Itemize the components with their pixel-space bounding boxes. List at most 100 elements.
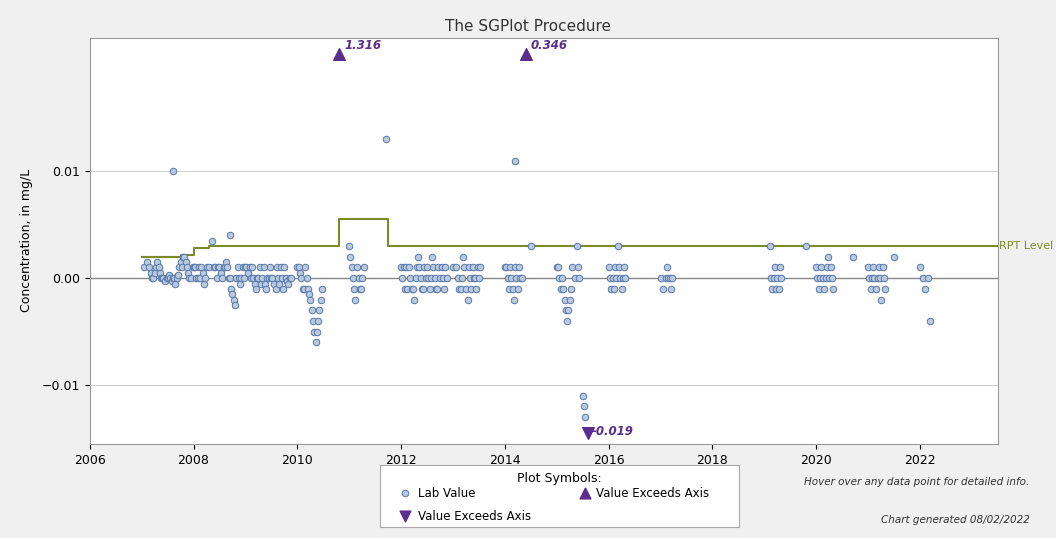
- Point: [425, 263, 441, 272]
- Point: [170, 271, 187, 279]
- Point: [574, 392, 591, 400]
- Point: [264, 274, 281, 282]
- Point: [270, 279, 287, 288]
- Point: [353, 285, 370, 293]
- Point: [419, 274, 436, 282]
- Point: [663, 274, 680, 282]
- Point: [310, 306, 327, 315]
- Point: [289, 263, 306, 272]
- Point: [309, 317, 326, 325]
- Point: [559, 317, 576, 325]
- Point: [226, 295, 243, 304]
- Point: [432, 274, 449, 282]
- Point: [863, 285, 880, 293]
- Point: [459, 295, 476, 304]
- Point: [259, 274, 276, 282]
- Point: [272, 263, 289, 272]
- Point: [155, 274, 172, 282]
- Point: [416, 263, 433, 272]
- Point: [604, 274, 621, 282]
- Point: [810, 285, 827, 293]
- Point: [580, 429, 597, 437]
- Point: [173, 263, 190, 272]
- Point: [397, 512, 414, 520]
- Point: [183, 274, 200, 282]
- Point: [279, 277, 296, 286]
- Point: [354, 274, 371, 282]
- Point: [762, 274, 779, 282]
- Point: [460, 263, 477, 272]
- Point: [162, 274, 178, 282]
- Point: [377, 135, 394, 144]
- Point: [511, 263, 528, 272]
- Point: [302, 295, 319, 304]
- Point: [305, 327, 322, 336]
- Point: [229, 263, 246, 272]
- Point: [463, 285, 479, 293]
- Point: [297, 263, 314, 272]
- Text: 1.316: 1.316: [344, 39, 381, 52]
- Point: [549, 263, 566, 272]
- Point: [422, 274, 439, 282]
- Point: [560, 306, 577, 315]
- Point: [662, 285, 679, 293]
- Point: [658, 263, 675, 272]
- Point: [501, 285, 517, 293]
- Point: [869, 274, 886, 282]
- Point: [414, 285, 431, 293]
- Point: [577, 489, 593, 498]
- Point: [768, 285, 785, 293]
- Point: [308, 327, 325, 336]
- Point: [261, 274, 278, 282]
- Point: [211, 263, 228, 272]
- Point: [191, 274, 208, 282]
- Point: [427, 274, 444, 282]
- Point: [136, 263, 153, 272]
- Point: [150, 263, 167, 272]
- Point: [548, 263, 565, 272]
- Point: [178, 263, 195, 272]
- Point: [190, 263, 207, 272]
- Point: [222, 274, 239, 282]
- Point: [817, 274, 834, 282]
- Point: [577, 413, 593, 421]
- Text: Lab Value: Lab Value: [418, 487, 475, 500]
- Point: [553, 274, 570, 282]
- Point: [468, 285, 485, 293]
- Point: [911, 263, 928, 272]
- Point: [314, 285, 331, 293]
- Point: [218, 258, 234, 266]
- Point: [355, 263, 372, 272]
- Point: [562, 295, 579, 304]
- Point: [844, 252, 861, 261]
- Point: [818, 263, 835, 272]
- Point: [199, 263, 215, 272]
- Point: [247, 285, 264, 293]
- Point: [398, 263, 415, 272]
- Point: [554, 285, 571, 293]
- Point: [497, 263, 514, 272]
- Point: [886, 252, 903, 261]
- Point: [466, 274, 483, 282]
- Point: [299, 285, 316, 293]
- Point: [825, 285, 842, 293]
- Point: [429, 285, 446, 293]
- Point: [313, 295, 329, 304]
- Point: [452, 285, 469, 293]
- Point: [294, 274, 310, 282]
- Point: [815, 285, 832, 293]
- Point: [864, 274, 881, 282]
- Point: [823, 263, 840, 272]
- Point: [219, 263, 235, 272]
- Point: [290, 263, 307, 272]
- Point: [188, 274, 205, 282]
- Point: [262, 263, 279, 272]
- Point: [761, 242, 778, 250]
- Point: [404, 285, 421, 293]
- Point: [146, 268, 163, 277]
- Point: [185, 263, 202, 272]
- Point: [196, 274, 213, 282]
- Point: [222, 231, 239, 240]
- Point: [251, 263, 268, 272]
- Point: [294, 285, 310, 293]
